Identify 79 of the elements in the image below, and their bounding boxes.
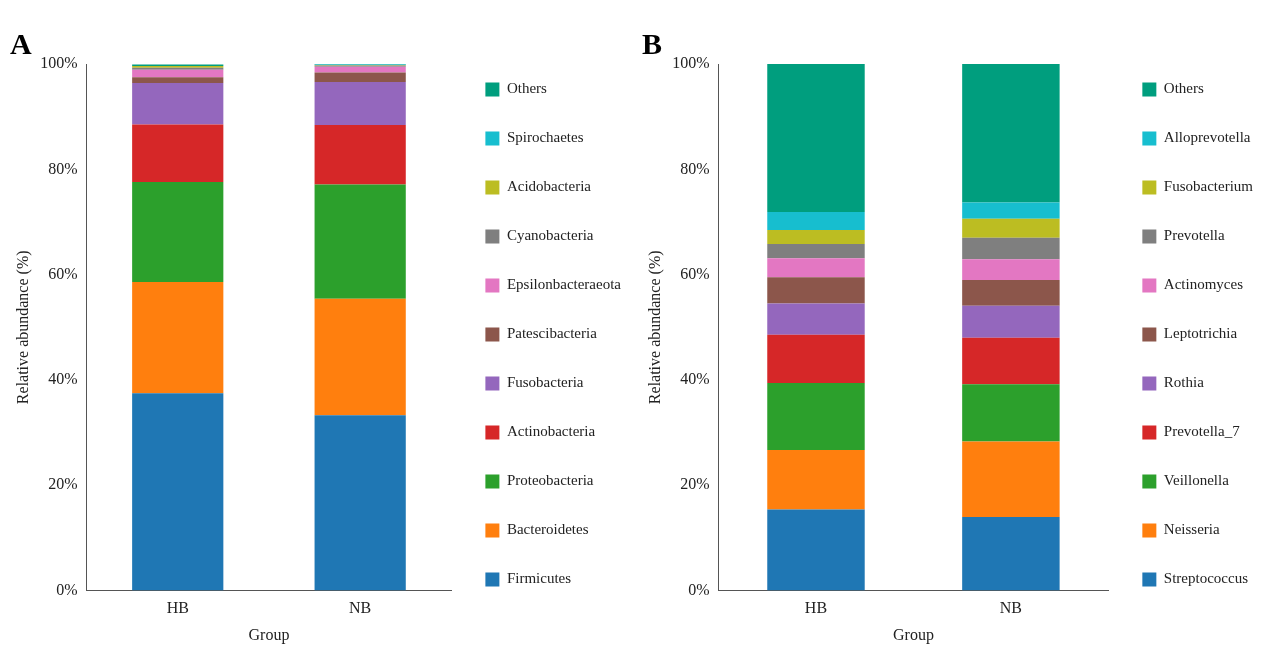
y-tick-label: 60%: [680, 264, 710, 282]
bar: [314, 72, 406, 82]
y-axis-title: Relative abundance (%): [645, 250, 664, 405]
x-tick-label: HB: [804, 599, 828, 617]
bar: [962, 441, 1060, 517]
legend-label: Leptotrichia: [1163, 325, 1238, 342]
y-axis-title: Relative abundance (%): [13, 250, 32, 405]
legend-label: Actinomyces: [1163, 276, 1244, 293]
y-tick-label: 0%: [688, 580, 710, 598]
bar: [767, 303, 865, 335]
bar: [314, 125, 406, 185]
bar: [962, 384, 1060, 442]
bar: [767, 211, 865, 230]
legend-label: Prevotella: [1163, 227, 1225, 244]
bar: [132, 282, 224, 394]
bar: [767, 334, 865, 384]
legend-label: Fusobacterium: [1163, 178, 1254, 195]
legend-label: Actinobacteria: [506, 423, 596, 440]
y-tick-label: 80%: [48, 159, 78, 177]
bar: [132, 82, 224, 125]
bar: [962, 337, 1060, 385]
bar: [767, 277, 865, 304]
chart-title: B: [642, 26, 663, 60]
x-tick-label: NB: [999, 599, 1023, 617]
bar: [962, 259, 1060, 280]
bar: [962, 218, 1060, 238]
bar: [314, 298, 406, 416]
bar: [767, 244, 865, 259]
y-tick-label: 80%: [680, 159, 710, 177]
legend-label: Streptococcus: [1163, 570, 1249, 587]
legend-label: Proteobacteria: [506, 472, 594, 489]
bar: [767, 383, 865, 450]
bar: [132, 124, 224, 182]
bar: [962, 202, 1060, 219]
bar: [962, 64, 1060, 203]
y-tick-label: 60%: [48, 264, 78, 282]
y-tick-label: 20%: [48, 475, 78, 493]
y-tick-label: 100%: [672, 54, 710, 72]
bar: [132, 69, 224, 78]
bar: [132, 393, 224, 591]
bar: [767, 64, 865, 212]
legend-label: Prevotella_7: [1163, 423, 1241, 440]
bar: [767, 229, 865, 245]
y-tick-label: 40%: [48, 370, 78, 388]
legend-label: Others: [506, 80, 548, 97]
legend-label: Patescibacteria: [506, 325, 598, 342]
bar: [314, 184, 406, 299]
legend-label: Epsilonbacteraeota: [506, 276, 622, 293]
x-tick-label: NB: [349, 599, 372, 617]
bar: [962, 516, 1060, 591]
legend-label: Alloprevotella: [1163, 129, 1251, 146]
bar: [314, 415, 406, 591]
bar: [767, 450, 865, 510]
legend-label: Neisseria: [1163, 521, 1220, 538]
bar: [767, 509, 865, 591]
x-axis-title: Group: [248, 625, 290, 644]
y-tick-label: 40%: [680, 370, 710, 388]
x-axis-title: Group: [892, 625, 934, 644]
bar: [962, 237, 1060, 260]
legend-label: Veillonella: [1163, 472, 1230, 489]
bar: [962, 305, 1060, 338]
legend-label: Bacteroidetes: [506, 521, 589, 538]
bar: [962, 279, 1060, 306]
legend-label: Cyanobacteria: [506, 227, 594, 244]
y-tick-label: 100%: [40, 54, 78, 72]
legend-label: Spirochaetes: [506, 129, 584, 146]
legend-label: Firmicutes: [506, 570, 572, 587]
bar: [767, 258, 865, 278]
bar: [314, 81, 406, 126]
y-tick-label: 20%: [680, 475, 710, 493]
chart-title: A: [10, 26, 32, 60]
legend-label: Others: [1163, 80, 1204, 97]
legend-label: Acidobacteria: [506, 178, 592, 195]
bar: [132, 77, 224, 83]
x-tick-label: HB: [166, 599, 189, 617]
y-tick-label: 0%: [56, 580, 78, 598]
bar: [132, 181, 224, 283]
legend-label: Fusobacteria: [506, 374, 584, 391]
legend-label: Rothia: [1163, 374, 1205, 391]
